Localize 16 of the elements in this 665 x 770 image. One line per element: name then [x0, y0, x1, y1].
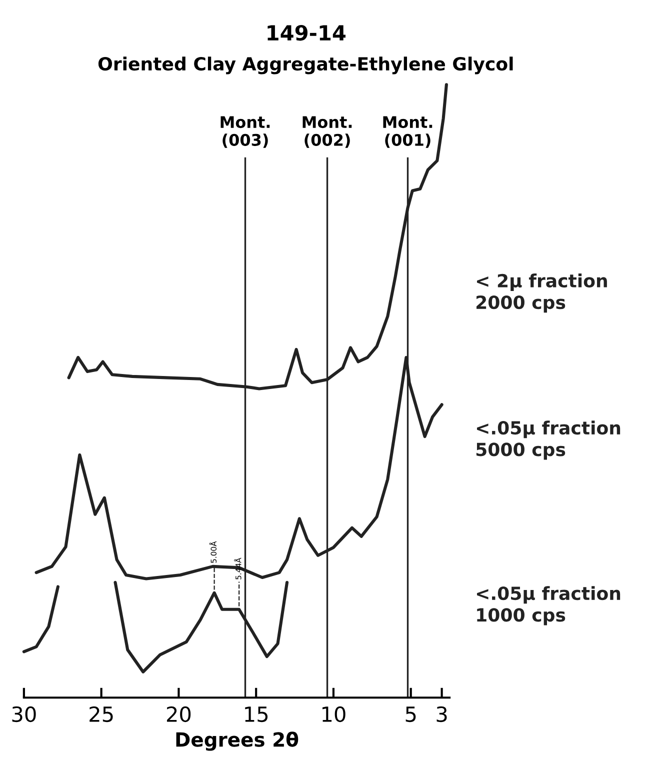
ref-line-label: Mont. (003) — [220, 116, 270, 148]
text: < 2µ fraction 2000 cps — [476, 274, 607, 313]
x-tick-label: 30 — [12, 706, 36, 722]
ref-line-label: Mont. (002) — [302, 116, 352, 148]
x-tick-label: 20 — [166, 706, 191, 722]
chart-subtitle: Oriented Clay Aggregate-Ethylene Glycol — [98, 56, 513, 74]
x-tick-label: 3 — [436, 706, 447, 722]
ref-line-label: Mont. (001) — [383, 116, 432, 148]
x-tick-label: 10 — [322, 706, 346, 722]
x-axis-title: Degrees 2θ — [176, 732, 298, 751]
x-tick-label: 15 — [245, 706, 268, 722]
x-tick-label: 5 — [406, 706, 416, 722]
text: <.05µ fraction 5000 cps — [476, 420, 620, 460]
chart-title: 149-14 — [268, 24, 346, 41]
text: <.05µ fraction 1000 cps — [476, 586, 620, 626]
x-tick-label: 25 — [90, 706, 113, 722]
